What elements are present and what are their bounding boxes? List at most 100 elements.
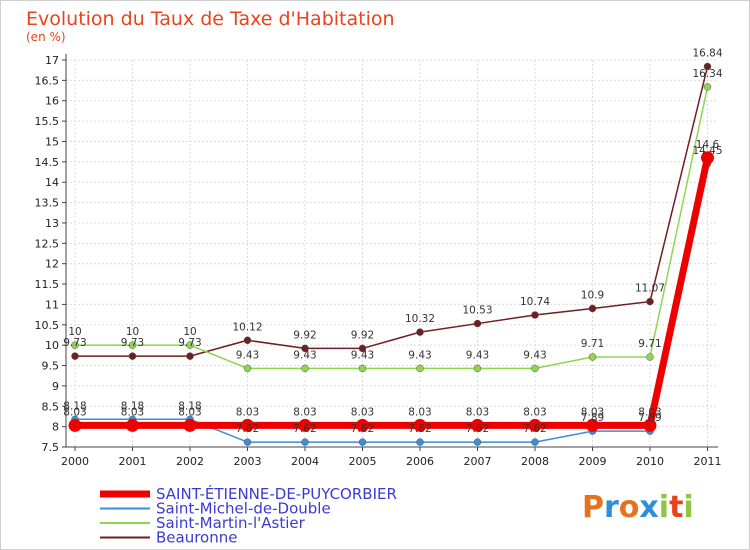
data-point [528,418,542,432]
data-label: 8.03 [408,406,431,418]
data-label: 8.03 [178,406,201,418]
data-label: 10.12 [232,321,262,333]
y-tick-label: 15 [45,135,59,148]
data-label: 10 [126,326,139,338]
data-point [646,297,654,306]
x-tick-label: 2007 [464,455,492,468]
data-point [183,418,197,432]
y-tick-label: 17 [45,54,59,67]
data-point [531,438,539,446]
data-label: 9.43 [408,349,431,361]
y-tick-label: 15.5 [35,115,60,128]
data-label: 16.84 [692,48,722,60]
data-point [473,364,482,373]
data-label: 7.62 [523,423,546,435]
data-point [703,83,712,91]
data-point [703,62,712,71]
data-point [358,344,367,353]
data-point [298,418,312,432]
legend-label: SAINT-ÉTIENNE-DE-PUYCORBIER [156,484,397,503]
data-point [243,364,252,373]
x-tick-label: 2005 [349,455,377,468]
data-label: 8.03 [581,406,604,418]
data-label: 7.89 [581,412,604,424]
data-point [358,364,367,373]
data-point [243,438,252,446]
grid [66,59,718,448]
data-label: 8.03 [523,406,546,418]
data-point [531,311,539,319]
x-tick-label: 2002 [176,455,204,468]
data-point [586,418,599,432]
data-point [243,336,252,345]
axes: 7.5 8 8.5 9 9.5 10 10.5 11 11.5 12 12.5 13 13.5 14 14.… [35,54,722,468]
y-tick-label: 12.5 [35,237,60,250]
data-point [128,341,137,349]
data-label: 7.62 [408,423,431,435]
data-label: 8.03 [466,406,489,418]
data-label: 8.03 [236,406,259,418]
x-tick-label: 2001 [119,455,147,468]
data-label: 8.18 [63,400,86,412]
legend: SAINT-ÉTIENNE-DE-PUYCORBIERSaint-Michel-… [100,484,397,547]
y-tick-label: 8 [52,421,59,434]
y-tick-label: 16 [45,95,59,108]
y-tick-label: 14 [45,176,59,189]
data-label: 10.32 [405,313,435,325]
data-label: 8.03 [638,406,661,418]
data-label: 9.43 [466,349,489,361]
data-label: 16.34 [692,68,722,80]
data-label: 10 [68,326,81,338]
data-label: 9.73 [121,337,144,349]
data-point [128,352,137,360]
data-point [71,352,79,360]
y-tick-label: 13 [45,217,59,230]
legend-label: Saint-Michel-de-Double [156,500,331,518]
y-tick-label: 16.5 [35,74,60,87]
y-tick-label: 14.5 [35,156,60,169]
data-label: 9.71 [581,338,604,350]
data-label: 9.92 [293,329,316,341]
data-point [588,304,597,313]
y-tick-label: 7.5 [42,441,60,454]
y-tick-label: 10 [45,339,59,352]
data-point [301,344,309,353]
data-label: 10.74 [520,296,550,308]
y-tick-label: 13.5 [35,197,60,210]
data-label: 7.62 [351,423,374,435]
series-line [75,163,709,443]
data-label: 8.03 [293,406,316,418]
data-point [71,341,79,349]
data-label: 9.71 [638,338,661,350]
data-label: 7.62 [293,423,316,435]
data-point [68,418,82,432]
data-label: 8.03 [351,406,374,418]
data-label: 10.9 [581,289,604,301]
x-tick-label: 2008 [521,455,549,468]
x-tick-label: 2010 [636,455,664,468]
data-label: 8.18 [178,400,201,412]
x-tick-label: 2006 [406,455,434,468]
logo-text: Proxiti [582,490,694,525]
data-point [356,418,369,432]
data-label: 11.07 [635,283,665,295]
data-label: 9.92 [351,329,374,341]
data-point [588,353,597,361]
x-tick-label: 2011 [694,455,722,468]
series-group [68,62,714,446]
data-label: 7.62 [466,423,489,435]
data-point [241,418,254,432]
data-point [531,364,539,373]
data-label: 14.45 [692,145,722,157]
data-label: 10 [183,326,196,338]
y-tick-label: 9 [52,380,59,393]
data-label: 9.73 [63,337,86,349]
x-tick-label: 2000 [61,455,89,468]
series-line [75,86,709,370]
data-point [416,328,424,336]
chart-title: Evolution du Taux de Taxe d'Habitation [26,8,395,30]
series-line [75,66,709,357]
data-point [186,352,194,360]
data-point [646,353,654,361]
data-point [301,364,309,373]
